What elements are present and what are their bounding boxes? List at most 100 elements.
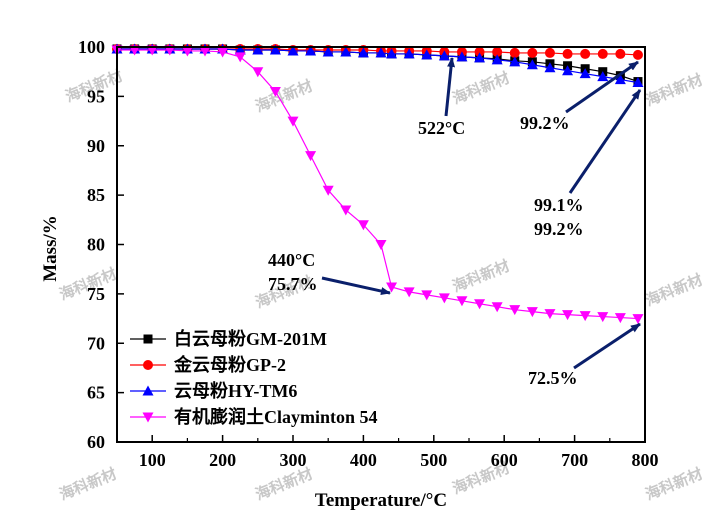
data-point — [234, 52, 246, 63]
x-tick-label: 700 — [561, 450, 588, 470]
data-point — [357, 47, 369, 58]
data-point — [632, 49, 643, 60]
data-point — [421, 290, 433, 301]
y-tick-label: 70 — [87, 333, 105, 353]
data-point — [562, 65, 574, 76]
data-point — [474, 46, 485, 57]
watermark-text: 海科新材 — [253, 77, 315, 116]
data-point — [340, 205, 352, 216]
annotation-label: 72.5% — [528, 368, 578, 388]
data-point — [305, 45, 317, 56]
data-point — [597, 71, 609, 82]
data-point — [491, 54, 503, 65]
data-point — [181, 46, 193, 57]
watermark-text: 海科新材 — [253, 465, 315, 504]
data-point — [357, 220, 369, 231]
data-point — [199, 46, 211, 57]
x-axis-title: Temperature/°C — [315, 490, 447, 511]
annotation-arrow — [568, 89, 642, 194]
data-point — [580, 48, 591, 59]
watermark-text: 海科新材 — [450, 257, 512, 296]
watermark-text: 海科新材 — [643, 271, 705, 310]
watermark-text: 海科新材 — [450, 69, 512, 108]
data-point — [492, 46, 503, 57]
annotation-label: 440°C — [268, 250, 315, 270]
data-point — [217, 47, 229, 58]
legend-marker — [143, 360, 153, 370]
data-point — [544, 47, 555, 58]
legend-item: 白云母粉GM-201M — [130, 328, 327, 349]
data-point — [456, 296, 468, 307]
data-point — [544, 62, 556, 73]
annotation-label: 99.2% — [520, 113, 570, 133]
series-3 — [111, 45, 644, 325]
annotation-arrow — [444, 57, 456, 117]
data-point — [386, 48, 398, 59]
legend-item: 有机膨润土Clayminton 54 — [130, 406, 378, 427]
data-point — [526, 59, 538, 70]
data-point — [491, 302, 503, 313]
x-tick-label: 200 — [209, 450, 236, 470]
x-tick-label: 600 — [491, 450, 518, 470]
x-tick-label: 800 — [632, 450, 659, 470]
legend-label: 有机膨润土Clayminton 54 — [174, 406, 378, 427]
data-point — [403, 48, 415, 59]
watermark-text: 海科新材 — [643, 71, 705, 110]
watermark-text: 海科新材 — [643, 465, 705, 504]
y-tick-label: 75 — [87, 284, 105, 304]
legend-label: 白云母粉GM-201M — [174, 328, 327, 349]
legend-item: 云母粉HY-TM6 — [130, 380, 297, 401]
series-line — [117, 49, 638, 320]
y-tick-label: 60 — [87, 432, 105, 452]
data-point — [614, 74, 626, 85]
y-tick-label: 95 — [87, 86, 105, 106]
annotation-label: 75.7% — [268, 274, 318, 294]
legend-label: 金云母粉GP-2 — [173, 354, 286, 375]
x-axis: 100 200 300 400 500 600 700 800 — [116, 435, 659, 470]
data-point — [509, 305, 521, 316]
y-axis: 60 65 70 75 80 85 90 95 100 — [78, 37, 124, 452]
annotation-arrow — [565, 60, 639, 114]
data-point — [579, 311, 591, 322]
data-point — [597, 48, 608, 59]
annotation-arrow — [321, 276, 391, 295]
data-point — [234, 44, 246, 55]
y-tick-label: 100 — [78, 37, 105, 57]
watermark-text: 海科新材 — [57, 465, 119, 504]
data-point — [527, 47, 538, 58]
data-point — [322, 46, 334, 57]
data-point — [632, 314, 644, 325]
data-point — [615, 48, 626, 59]
data-point — [269, 44, 281, 55]
annotation-arrow — [573, 322, 641, 370]
data-point — [438, 293, 450, 304]
y-tick-label: 65 — [87, 383, 105, 403]
data-point — [632, 77, 644, 88]
x-tick-label: 400 — [350, 450, 377, 470]
data-point — [375, 240, 387, 250]
data-point — [252, 67, 264, 78]
legend: 白云母粉GM-201M 金云母粉GP-2 云母粉HY-TM6 有机膨润土Claymin… — [130, 328, 378, 427]
x-tick-label: 100 — [139, 450, 166, 470]
legend-label: 云母粉HY-TM6 — [174, 380, 297, 401]
y-tick-label: 90 — [87, 136, 105, 156]
data-point — [375, 47, 387, 58]
data-point — [456, 51, 468, 62]
x-tick-label: 500 — [420, 450, 447, 470]
data-point — [340, 46, 352, 57]
data-point — [579, 68, 591, 79]
legend-item: 金云母粉GP-2 — [130, 354, 286, 375]
y-tick-label: 85 — [87, 185, 105, 205]
y-axis-title: Mass/% — [40, 215, 61, 282]
data-point — [287, 116, 299, 127]
legend-marker — [143, 334, 153, 344]
data-point — [252, 44, 264, 55]
series-layer — [111, 43, 644, 325]
data-point — [597, 312, 609, 323]
data-point — [614, 313, 626, 324]
data-point — [562, 48, 573, 59]
annotations: 522°C 99.2% 99.1% 99.2% 440°C 75.7% 72.5% — [268, 57, 642, 388]
annotation-label: 522°C — [418, 118, 465, 138]
data-point — [509, 56, 521, 67]
